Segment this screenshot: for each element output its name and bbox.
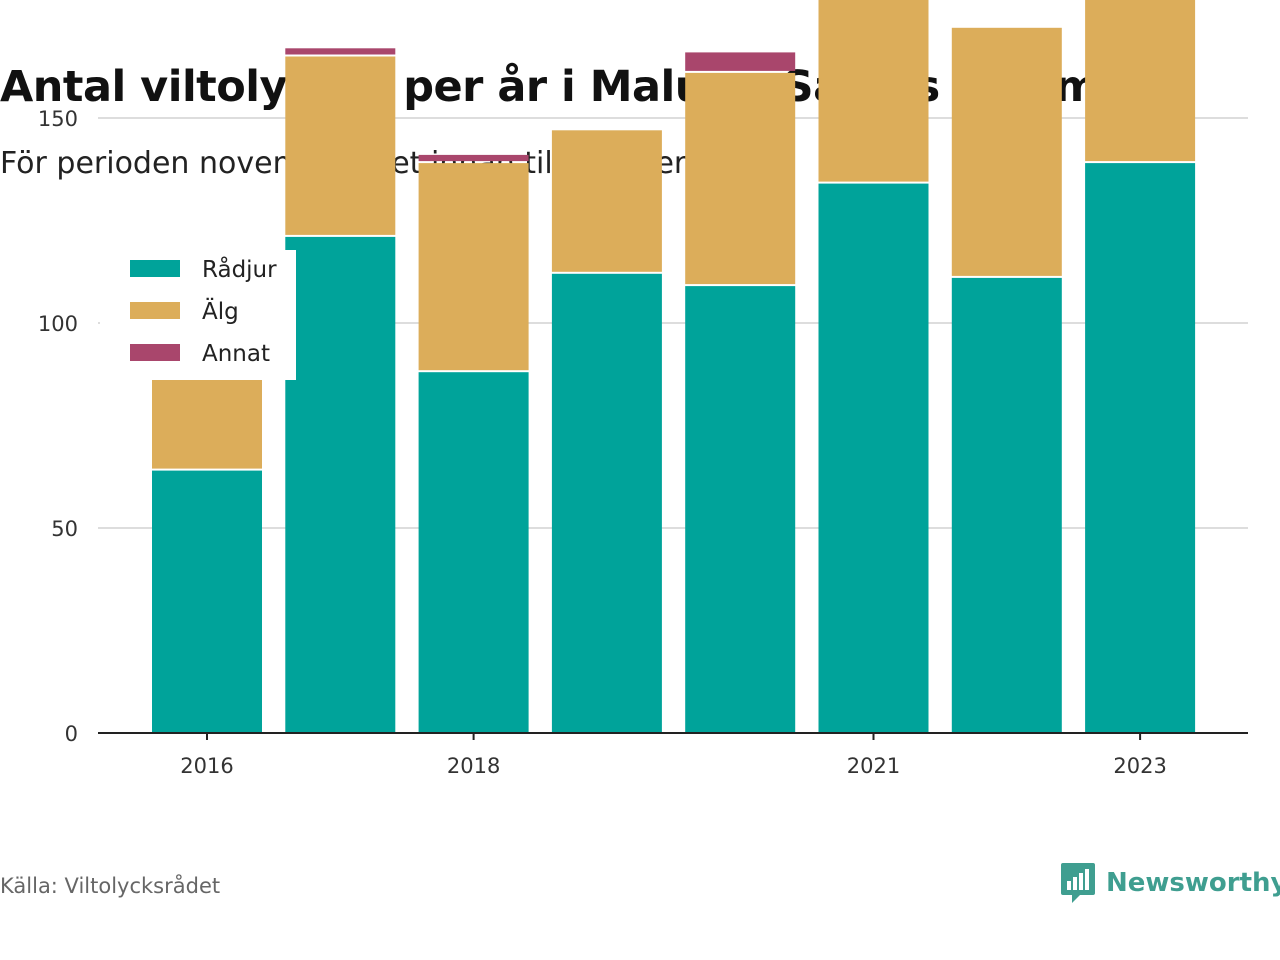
y-tick-label-150: 150 [38, 107, 78, 131]
legend-label-annat: Annat [202, 341, 270, 367]
bar-2022-älg [951, 27, 1062, 276]
bar-2023-rådjur [1085, 163, 1196, 734]
bar-2021-älg [818, 0, 929, 182]
x-tick-label-2016: 2016 [180, 754, 233, 778]
brand-logo: Newsworthy [1060, 860, 1280, 906]
legend-swatch-älg [130, 302, 180, 319]
y-tick-label-50: 50 [51, 517, 78, 541]
y-tick-label-0: 0 [65, 722, 78, 746]
bar-chart-speech-bubble-icon [1061, 863, 1095, 903]
x-tick-label-2018: 2018 [447, 754, 500, 778]
legend-swatch-rådjur [130, 260, 180, 277]
bar-2018-annat [418, 154, 529, 162]
bar-2017-älg [285, 56, 396, 235]
bar-2017-annat [285, 48, 396, 55]
bar-2023-älg [1085, 0, 1196, 162]
bar-2020-älg [685, 72, 796, 285]
legend-label-älg: Älg [202, 297, 239, 325]
source-note: Källa: Viltolycksrådet [0, 874, 221, 898]
x-tick-label-2021: 2021 [847, 754, 900, 778]
bar-2018-älg [418, 163, 529, 371]
bar-2022-rådjur [951, 277, 1062, 733]
x-tick-label-2023: 2023 [1113, 754, 1166, 778]
bar-2020-annat [685, 52, 796, 71]
bar-2019-rådjur [551, 273, 662, 733]
bar-2021-rådjur [818, 183, 929, 734]
bar-2020-rådjur [685, 286, 796, 733]
legend-swatch-annat [130, 344, 180, 361]
bar-2018-rådjur [418, 372, 529, 733]
legend-label-rådjur: Rådjur [202, 255, 277, 283]
bar-2017-rådjur [285, 236, 396, 733]
bar-2016-rådjur [152, 470, 262, 733]
bar-2019-älg [551, 130, 662, 272]
y-tick-label-100: 100 [38, 312, 78, 336]
brand-name: Newsworthy [1106, 868, 1280, 898]
